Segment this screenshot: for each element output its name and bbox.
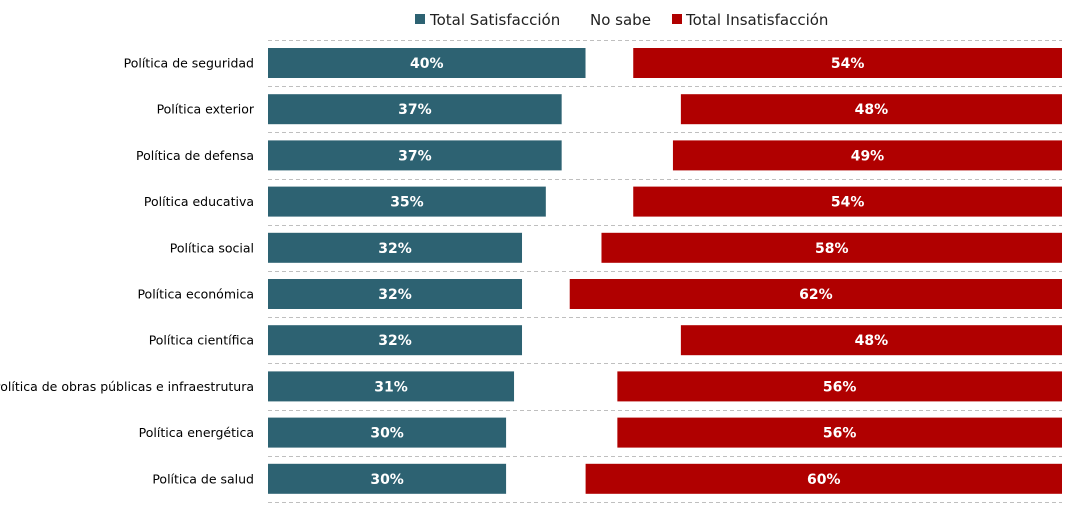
data-label-satisfaction-politica-social: 32% [378, 241, 412, 257]
bar-satisfaction-politica-de-seguridad [268, 48, 586, 78]
bar-dissatisfaction-politica-cientifica [680, 325, 1062, 356]
data-label-satisfaction-politica-energetica: 30% [370, 426, 404, 442]
category-label-politica-de-obras-publicas-e-infraestrutura: Política de obras públicas e infraestrut… [0, 379, 254, 394]
data-label-dissatisfaction-politica-de-salud: 60% [807, 472, 841, 488]
data-label-satisfaction-politica-de-defensa: 37% [398, 148, 432, 164]
data-label-satisfaction-politica-de-seguridad: 40% [410, 56, 444, 72]
category-label-politica-de-seguridad: Política de seguridad [124, 56, 254, 71]
category-labels: Política de seguridad Política exterior Po… [0, 56, 255, 487]
category-label-politica-exterior: Política exterior [157, 102, 255, 117]
category-label-politica-energetica: Política energética [139, 425, 254, 440]
bar-dissatisfaction-politica-de-seguridad [633, 48, 1062, 78]
bar-no-sabe-politica-energetica [506, 417, 618, 448]
bar-no-sabe-politica-de-salud [506, 463, 586, 494]
bar-no-sabe-politica-educativa [545, 186, 634, 217]
data-label-dissatisfaction-politica-energetica: 56% [823, 426, 857, 442]
data-label-dissatisfaction-politica-de-seguridad: 54% [831, 56, 865, 72]
data-label-dissatisfaction-politica-social: 58% [815, 241, 849, 257]
bar-dissatisfaction-politica-exterior [680, 94, 1062, 125]
category-label-politica-educativa: Política educativa [144, 194, 254, 209]
data-label-satisfaction-politica-exterior: 37% [398, 102, 432, 118]
legend-label-satisfaction: Total Satisfacción [429, 11, 560, 29]
bar-dissatisfaction-politica-de-salud [585, 463, 1062, 494]
bar-satisfaction-politica-de-defensa [268, 140, 562, 171]
data-label-dissatisfaction-politica-de-obras-publicas-e-infraestrutura: 56% [823, 379, 857, 395]
bar-satisfaction-politica-de-salud [268, 463, 507, 494]
bar-satisfaction-politica-cientifica [268, 325, 523, 356]
bar-dissatisfaction-politica-de-defensa [672, 140, 1062, 171]
bar-no-sabe-politica-de-seguridad [585, 48, 634, 78]
bar-satisfaction-politica-economica [268, 279, 523, 309]
bar-no-sabe-politica-cientifica [522, 325, 681, 356]
bar-dissatisfaction-politica-social [601, 232, 1062, 263]
legend-label-dissatisfaction: Total Insatisfacción [685, 11, 828, 29]
bar-satisfaction-politica-social [268, 232, 523, 263]
row-separators [268, 40, 1062, 503]
data-label-satisfaction-politica-cientifica: 32% [378, 333, 412, 349]
category-label-politica-cientifica: Política científica [149, 333, 254, 348]
data-label-satisfaction-politica-de-salud: 30% [370, 472, 404, 488]
category-label-politica-economica: Política económica [137, 287, 254, 302]
legend-label-no-sabe: No sabe [590, 11, 651, 29]
bar-dissatisfaction-politica-de-obras-publicas-e-infraestrutura [617, 371, 1062, 402]
data-label-satisfaction-politica-economica: 32% [378, 287, 412, 303]
bar-satisfaction-politica-exterior [268, 94, 562, 125]
data-label-satisfaction-politica-de-obras-publicas-e-infraestrutura: 31% [374, 379, 408, 395]
data-label-dissatisfaction-politica-cientifica: 48% [855, 333, 889, 349]
category-label-politica-de-defensa: Política de defensa [136, 148, 254, 163]
data-label-dissatisfaction-politica-exterior: 48% [855, 102, 889, 118]
category-label-politica-de-salud: Política de salud [152, 471, 254, 486]
bar-no-sabe-politica-de-defensa [561, 140, 673, 171]
legend-swatch-satisfaction [415, 14, 425, 24]
legend: Total Satisfacción No sabe Total Insatisfa… [415, 11, 828, 29]
data-label-dissatisfaction-politica-de-defensa: 49% [851, 148, 885, 164]
bar-no-sabe-politica-economica [522, 279, 570, 309]
legend-swatch-dissatisfaction [672, 14, 682, 24]
bar-dissatisfaction-politica-energetica [617, 417, 1062, 448]
bar-no-sabe-politica-social [522, 232, 602, 263]
bar-dissatisfaction-politica-economica [569, 279, 1062, 309]
bar-satisfaction-politica-educativa [268, 186, 546, 217]
bar-no-sabe-politica-de-obras-publicas-e-infraestrutura [514, 371, 618, 402]
bar-dissatisfaction-politica-educativa [633, 186, 1062, 217]
category-label-politica-social: Política social [170, 240, 254, 255]
data-label-satisfaction-politica-educativa: 35% [390, 195, 424, 211]
bar-no-sabe-politica-exterior [561, 94, 681, 125]
data-label-dissatisfaction-politica-educativa: 54% [831, 195, 865, 211]
bar-satisfaction-politica-energetica [268, 417, 507, 448]
bar-satisfaction-politica-de-obras-publicas-e-infraestrutura [268, 371, 515, 402]
bars: 40% 54% 37% 48% 37% 49% 35% 54% 32% 58% 32% 62% 32% 4… [268, 48, 1062, 494]
data-label-dissatisfaction-politica-economica: 62% [799, 287, 833, 303]
